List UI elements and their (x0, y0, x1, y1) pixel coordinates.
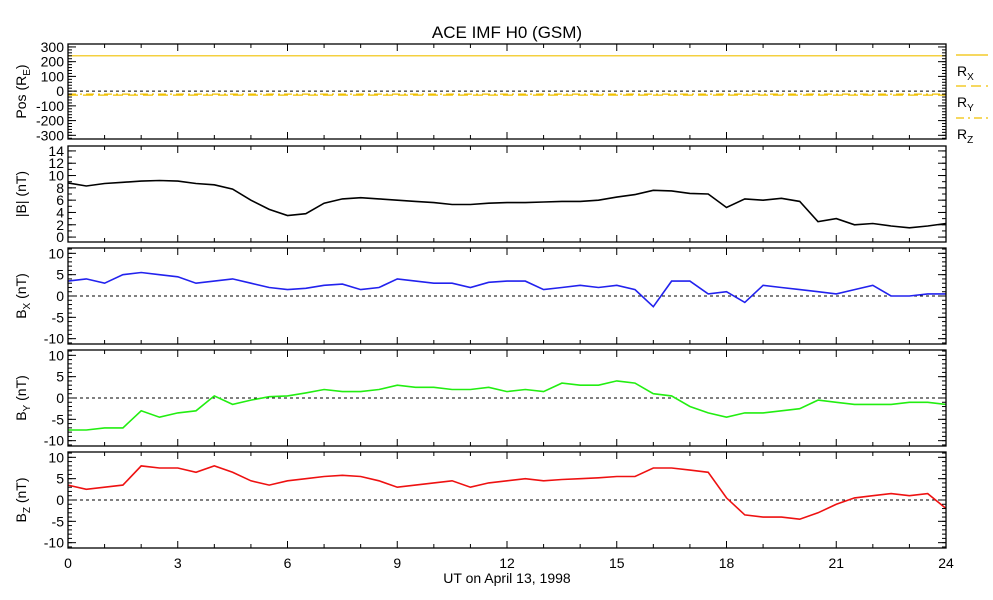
y-tick-label: 300 (41, 39, 65, 55)
y-tick-label: 14 (48, 143, 64, 159)
y-tick-label: -200 (36, 113, 64, 129)
chart-title: ACE IMF H0 (GSM) (432, 23, 582, 42)
y-axis-label-end: (nT) (13, 477, 29, 507)
y-tick-label: -10 (44, 433, 64, 449)
y-tick-label: 0 (56, 83, 64, 99)
y-tick-label: 0 (56, 390, 64, 406)
x-tick-label: 9 (393, 555, 401, 571)
y-tick-label: 2 (56, 217, 64, 233)
y-tick-label: 5 (56, 369, 64, 385)
legend-label-main: R (957, 126, 967, 142)
y-axis-label-subscript: X (22, 302, 33, 309)
panel-frame (67, 145, 947, 243)
y-axis-label: BZ (nT) (13, 477, 33, 522)
legend-label-main: R (957, 63, 967, 79)
y-tick-label: 0 (56, 288, 64, 304)
y-tick-label: 10 (48, 245, 64, 261)
legend-label-subscript: Y (967, 103, 974, 114)
y-axis-label-end: ) (13, 64, 29, 69)
y-axis-label-main: B (13, 411, 29, 420)
x-tick-label: 21 (828, 555, 844, 571)
y-tick-label: 10 (48, 347, 64, 363)
y-axis-label-subscript: Z (22, 507, 33, 513)
x-tick-label: 12 (499, 555, 515, 571)
y-tick-label: -100 (36, 98, 64, 114)
y-axis-label-subscript: Y (22, 404, 33, 411)
y-tick-label: -10 (44, 535, 64, 551)
legend-label-subscript: X (967, 72, 974, 83)
y-tick-label: 0 (56, 492, 64, 508)
y-tick-label: 6 (56, 192, 64, 208)
series-line-by (68, 380, 947, 431)
y-axis-label-subscript: E (22, 69, 33, 76)
y-axis-label-main: |B| (nT) (13, 171, 29, 217)
y-tick-label: -10 (44, 331, 64, 347)
x-tick-label: 18 (719, 555, 735, 571)
y-tick-label: 8 (56, 180, 64, 196)
y-tick-label: 200 (41, 54, 65, 70)
x-tick-label: 15 (609, 555, 625, 571)
y-axis-label-end: (nT) (13, 375, 29, 405)
legend-label-x: RX (957, 63, 974, 83)
y-axis-label-end: (nT) (13, 273, 29, 303)
legend-label-y: RY (957, 94, 974, 114)
y-tick-label: -5 (52, 411, 65, 427)
y-tick-label: -5 (52, 309, 65, 325)
y-tick-label: 12 (48, 155, 64, 171)
y-tick-label: -5 (52, 513, 65, 529)
y-axis-label: BY (nT) (13, 375, 33, 421)
x-tick-label: 3 (174, 555, 182, 571)
y-axis-label-main: Pos (R (13, 76, 29, 119)
y-tick-label: 0 (56, 229, 64, 245)
y-tick-label: 5 (56, 471, 64, 487)
y-tick-label: 10 (48, 449, 64, 465)
series-line-bx (67, 271, 946, 308)
y-axis-label: BX (nT) (13, 273, 33, 319)
y-tick-label: 4 (56, 204, 64, 220)
y-tick-label: 100 (41, 68, 65, 84)
y-tick-label: 5 (56, 267, 64, 283)
x-tick-label: 6 (284, 555, 292, 571)
series-line-bz (67, 465, 947, 521)
x-axis-label: UT on April 13, 1998 (443, 570, 571, 586)
legend-label-main: R (957, 94, 967, 110)
legend-label-subscript: Z (967, 135, 973, 146)
panel-bx: -10 -5 0 5 10 BX (nT) (13, 245, 947, 347)
y-axis-label: |B| (nT) (13, 171, 29, 217)
y-tick-label: -300 (36, 127, 64, 143)
y-tick-label: 10 (48, 168, 64, 184)
series-line-b (67, 179, 947, 229)
y-axis-label-main: B (13, 309, 29, 318)
panel-by: -10 -5 0 5 10 BY (nT) (13, 347, 947, 449)
y-axis-label-main: B (13, 513, 29, 522)
x-tick-label: 0 (64, 555, 72, 571)
panel-bz: -10 -5 0 5 10 BZ (nT) (13, 449, 947, 551)
x-tick-label: 24 (938, 555, 954, 571)
legend-label-z: RZ (957, 126, 973, 146)
y-axis-label: Pos (RE) (13, 64, 33, 118)
